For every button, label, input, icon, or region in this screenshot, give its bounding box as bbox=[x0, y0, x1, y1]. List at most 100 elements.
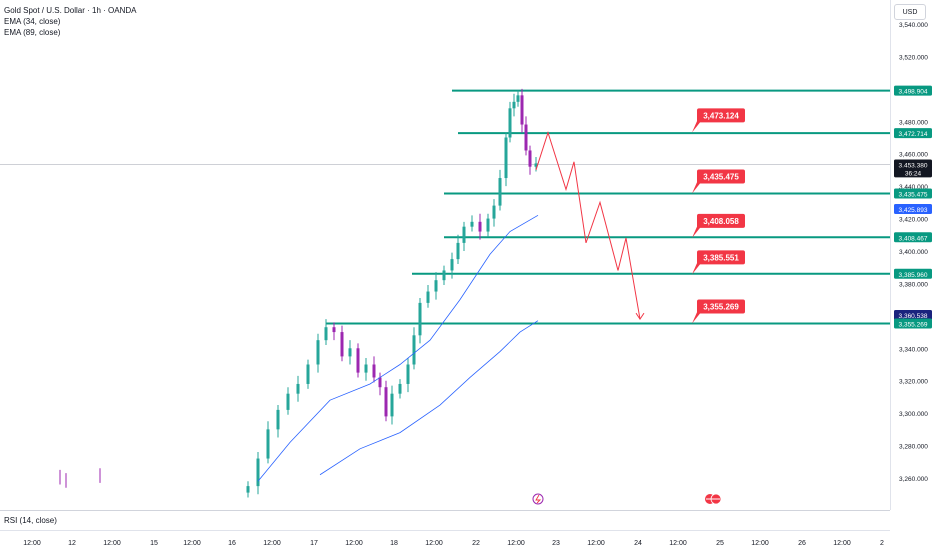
candle bbox=[534, 163, 538, 167]
price-tag bbox=[894, 318, 932, 329]
candle bbox=[516, 95, 520, 102]
candle bbox=[426, 291, 430, 303]
time-tick-label: 12:00 bbox=[669, 540, 687, 547]
ema-34-legend[interactable]: EMA (34, close) bbox=[4, 17, 61, 26]
candle bbox=[442, 270, 446, 281]
lightning-icon bbox=[532, 493, 544, 505]
target-label: 3,435.475 bbox=[692, 169, 745, 194]
price-tick-label: 3,380.000 bbox=[899, 281, 928, 288]
target-label-pointer bbox=[692, 114, 700, 133]
price-tick-label: 3,320.000 bbox=[899, 379, 928, 386]
candle bbox=[266, 429, 270, 459]
projected-path bbox=[535, 130, 641, 320]
time-tick-label: 23 bbox=[552, 540, 560, 547]
ema-34-line bbox=[257, 214, 539, 482]
candle bbox=[306, 364, 310, 384]
price-tick-label: 3,400.000 bbox=[899, 249, 928, 256]
time-tick-label: 12:00 bbox=[425, 540, 443, 547]
time-tick-label: 12:00 bbox=[507, 540, 525, 547]
us-flag-event-icon bbox=[705, 493, 722, 505]
time-tick-label: 12 bbox=[68, 540, 76, 547]
ema-89-legend[interactable]: EMA (89, close) bbox=[4, 28, 61, 37]
rsi-legend[interactable]: RSI (14, close) bbox=[4, 516, 57, 525]
target-label-text: 3,435.475 bbox=[703, 172, 739, 181]
price-tag-label: 3,472.714 bbox=[899, 131, 928, 138]
candle bbox=[372, 364, 376, 378]
candle bbox=[478, 221, 482, 232]
price-tag bbox=[894, 159, 932, 170]
candle bbox=[504, 137, 508, 179]
price-tag bbox=[894, 128, 932, 139]
price-tick-label: 3,280.000 bbox=[899, 444, 928, 451]
candle bbox=[470, 221, 474, 227]
price-axis[interactable]: 3,540.0003,520.0003,500.0003,480.0003,46… bbox=[890, 0, 932, 510]
candle bbox=[406, 364, 410, 384]
ema-89-line bbox=[319, 320, 539, 476]
time-tick-label: 12:00 bbox=[263, 540, 281, 547]
chart-area[interactable]: 3,473.124 3,435.475 3,408.058 3,385.551 3,35… bbox=[0, 0, 890, 510]
price-tag-label: 36:24 bbox=[905, 170, 922, 177]
candle bbox=[498, 178, 502, 206]
candle bbox=[276, 409, 280, 430]
target-label: 3,355.269 bbox=[692, 299, 745, 324]
price-tick-label: 3,340.000 bbox=[899, 346, 928, 353]
candle bbox=[390, 393, 394, 417]
candle bbox=[286, 393, 290, 410]
price-tag bbox=[894, 188, 932, 199]
time-tick-label: 17 bbox=[310, 540, 318, 547]
target-label-box bbox=[697, 250, 745, 265]
time-tick-label: 12:00 bbox=[833, 540, 851, 547]
time-tick-label: 12:00 bbox=[587, 540, 605, 547]
candle bbox=[450, 259, 454, 271]
price-tick-label: 3,300.000 bbox=[899, 411, 928, 418]
target-label-box bbox=[697, 213, 745, 228]
time-tick-label: 25 bbox=[716, 540, 724, 547]
price-chart[interactable]: 3,473.124 3,435.475 3,408.058 3,385.551 3,35… bbox=[0, 0, 890, 510]
target-label-text: 3,385.551 bbox=[703, 253, 739, 262]
price-tag-label: 3,408.467 bbox=[899, 235, 928, 242]
time-tick-label: 22 bbox=[472, 540, 480, 547]
candle bbox=[316, 340, 320, 365]
candle bbox=[356, 348, 360, 373]
time-tick-label: 26 bbox=[798, 540, 806, 547]
symbol-title[interactable]: Gold Spot / U.S. Dollar · 1h · OANDA bbox=[4, 6, 137, 15]
price-tick-label: 3,440.000 bbox=[899, 184, 928, 191]
time-axis[interactable]: 12:00 12 12:00 15 12:00 16 12:00 17 12:00 18 12:00… bbox=[0, 530, 890, 551]
candle bbox=[462, 226, 466, 243]
candle bbox=[256, 458, 260, 487]
candle bbox=[486, 218, 490, 232]
time-tick-label: 15 bbox=[150, 540, 158, 547]
candle bbox=[364, 364, 368, 373]
candle bbox=[528, 150, 532, 167]
price-tag-label: 3,425.893 bbox=[899, 207, 928, 214]
price-tick-label: 3,540.000 bbox=[899, 22, 928, 29]
rsi-pane[interactable]: RSI (14, close) bbox=[0, 510, 890, 531]
target-label: 3,385.551 bbox=[692, 250, 745, 275]
time-tick-label: 16 bbox=[228, 540, 236, 547]
target-label-text: 3,408.058 bbox=[703, 217, 739, 226]
candle bbox=[332, 327, 336, 333]
price-tag-label: 3,355.269 bbox=[899, 322, 928, 329]
candle bbox=[512, 101, 516, 109]
candle bbox=[324, 327, 328, 341]
candle bbox=[524, 124, 528, 151]
target-label-text: 3,473.124 bbox=[703, 111, 739, 120]
time-tick-label: 12:00 bbox=[751, 540, 769, 547]
target-label-box bbox=[697, 169, 745, 184]
target-label: 3,408.058 bbox=[692, 213, 745, 238]
time-axis-labels: 12:00 12 12:00 15 12:00 16 12:00 17 12:00 18 12:00… bbox=[23, 540, 884, 547]
time-tick-label: 12:00 bbox=[23, 540, 41, 547]
candle bbox=[492, 205, 496, 219]
candle bbox=[378, 377, 382, 388]
target-label: 3,473.124 bbox=[692, 108, 745, 133]
candle bbox=[412, 335, 416, 365]
price-tag-label: 3,498.904 bbox=[899, 89, 928, 96]
price-tag-label: 3,435.475 bbox=[899, 191, 928, 198]
candle bbox=[340, 332, 344, 357]
price-tag bbox=[894, 85, 932, 96]
candle bbox=[434, 280, 438, 292]
price-axis-labels: 3,540.0003,520.0003,500.0003,480.0003,46… bbox=[894, 22, 932, 483]
currency-button[interactable]: USD bbox=[894, 4, 926, 20]
time-tick-label: 2 bbox=[880, 540, 884, 547]
projected-path-arrow bbox=[635, 312, 645, 321]
